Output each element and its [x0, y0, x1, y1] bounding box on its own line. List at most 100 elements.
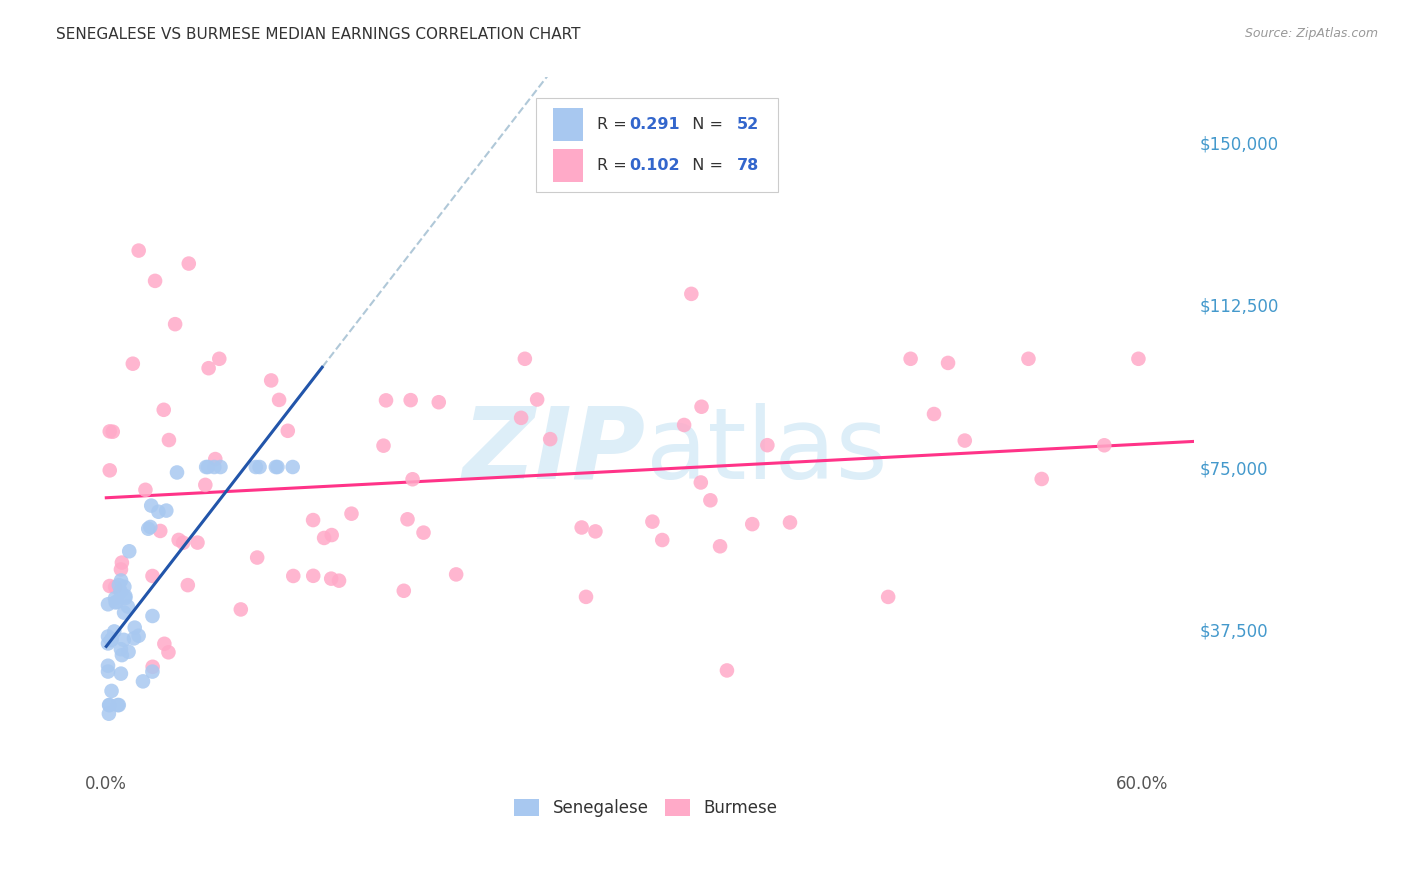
Point: [194, 478, 217, 492]
FancyBboxPatch shape: [553, 108, 583, 141]
Point: [709, 539, 731, 553]
Point: [260, 373, 283, 387]
Point: [513, 351, 536, 366]
Point: [157, 645, 180, 659]
Point: [209, 460, 232, 475]
Point: [128, 244, 150, 258]
Point: [112, 632, 135, 647]
Point: [97, 665, 120, 679]
Point: [108, 578, 131, 592]
Text: Source: ZipAtlas.com: Source: ZipAtlas.com: [1244, 27, 1378, 40]
Point: [114, 591, 136, 605]
Point: [246, 550, 269, 565]
Point: [571, 520, 593, 534]
Point: [699, 493, 721, 508]
Point: [375, 393, 398, 408]
Point: [229, 602, 252, 616]
Point: [321, 528, 343, 542]
Point: [112, 580, 135, 594]
Point: [121, 357, 143, 371]
Point: [105, 595, 128, 609]
Point: [97, 597, 120, 611]
Point: [392, 583, 415, 598]
Text: atlas: atlas: [645, 403, 887, 500]
Point: [186, 535, 208, 549]
Point: [100, 633, 122, 648]
Point: [651, 533, 673, 547]
Point: [110, 584, 132, 599]
Point: [689, 475, 711, 490]
Point: [134, 483, 156, 497]
Point: [396, 512, 419, 526]
Point: [1017, 351, 1039, 366]
Point: [132, 674, 155, 689]
Point: [302, 513, 325, 527]
Point: [197, 361, 219, 376]
Point: [98, 698, 121, 712]
Point: [167, 533, 190, 547]
Text: SENEGALESE VS BURMESE MEDIAN EARNINGS CORRELATION CHART: SENEGALESE VS BURMESE MEDIAN EARNINGS CO…: [56, 27, 581, 42]
Point: [321, 572, 343, 586]
Point: [328, 574, 350, 588]
Point: [202, 460, 225, 475]
Point: [575, 590, 598, 604]
Text: N =: N =: [682, 158, 728, 173]
Point: [412, 525, 434, 540]
Point: [101, 425, 124, 439]
Text: 78: 78: [737, 158, 759, 173]
Point: [104, 595, 127, 609]
Text: R =: R =: [596, 117, 631, 132]
Point: [401, 472, 423, 486]
Text: 0.102: 0.102: [630, 158, 681, 173]
Point: [427, 395, 450, 409]
Point: [110, 574, 132, 588]
Point: [1092, 438, 1115, 452]
Point: [177, 256, 200, 270]
Point: [153, 637, 176, 651]
Text: ZIP: ZIP: [463, 403, 645, 500]
Point: [1031, 472, 1053, 486]
Point: [399, 393, 422, 408]
Point: [107, 698, 129, 712]
Point: [118, 544, 141, 558]
Point: [98, 463, 121, 477]
Point: [302, 569, 325, 583]
Point: [373, 439, 395, 453]
Point: [936, 356, 959, 370]
Point: [444, 567, 467, 582]
Point: [141, 665, 163, 679]
Point: [208, 351, 231, 366]
Point: [111, 648, 134, 662]
Point: [165, 317, 187, 331]
Text: R =: R =: [596, 158, 631, 173]
Point: [152, 402, 174, 417]
Point: [107, 698, 129, 712]
FancyBboxPatch shape: [536, 98, 778, 192]
Point: [100, 632, 122, 646]
Point: [122, 632, 145, 646]
Point: [264, 460, 287, 475]
Point: [681, 286, 703, 301]
Point: [641, 515, 664, 529]
Point: [779, 516, 801, 530]
Point: [112, 606, 135, 620]
Point: [104, 591, 127, 606]
Point: [97, 706, 120, 721]
Point: [111, 556, 134, 570]
Text: 52: 52: [737, 117, 759, 132]
Point: [103, 624, 125, 639]
Point: [673, 417, 696, 432]
Point: [98, 425, 121, 439]
Point: [142, 660, 165, 674]
Point: [756, 438, 779, 452]
Point: [157, 433, 180, 447]
Point: [877, 590, 900, 604]
Point: [117, 645, 139, 659]
Point: [283, 569, 305, 583]
Point: [172, 535, 194, 549]
Point: [97, 636, 120, 650]
Point: [526, 392, 548, 407]
Point: [1128, 351, 1150, 366]
Point: [741, 517, 763, 532]
FancyBboxPatch shape: [553, 149, 583, 182]
